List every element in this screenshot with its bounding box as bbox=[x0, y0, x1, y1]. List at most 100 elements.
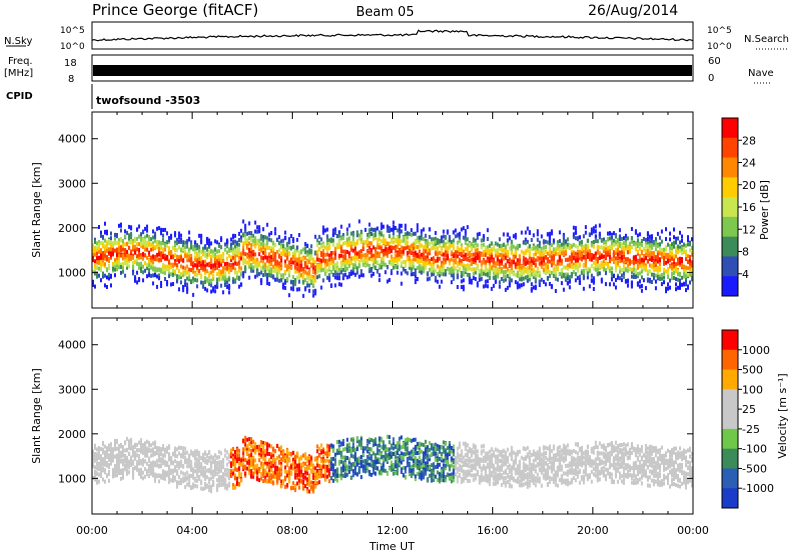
velocity-cell bbox=[138, 471, 141, 476]
power-cell bbox=[568, 275, 571, 280]
power-cell bbox=[146, 240, 149, 245]
power-cell bbox=[679, 256, 681, 261]
power-cell bbox=[188, 275, 191, 280]
power-cell bbox=[104, 283, 106, 288]
power-cell bbox=[673, 266, 675, 271]
power-cell bbox=[390, 247, 393, 252]
power-cell bbox=[466, 243, 469, 248]
power-cell bbox=[346, 243, 349, 247]
power-cell bbox=[687, 254, 689, 259]
power-cell bbox=[164, 243, 167, 248]
power-cell bbox=[182, 240, 185, 245]
power-cell bbox=[164, 247, 167, 252]
power-cell bbox=[282, 238, 285, 243]
power-cell bbox=[452, 242, 455, 247]
power-cell bbox=[232, 247, 235, 252]
power-cell bbox=[650, 272, 653, 277]
power-cell bbox=[594, 229, 597, 234]
power-cell bbox=[550, 270, 553, 275]
power-cell bbox=[200, 250, 203, 255]
power-cell bbox=[254, 259, 257, 264]
power-cell bbox=[364, 253, 367, 257]
power-cell bbox=[246, 260, 249, 265]
power-cell bbox=[396, 242, 399, 246]
velocity-cell bbox=[110, 456, 112, 461]
power-cell bbox=[390, 239, 393, 244]
power-cell bbox=[362, 240, 365, 245]
power-cell bbox=[646, 252, 649, 257]
power-cell bbox=[308, 253, 311, 258]
power-cell bbox=[576, 268, 579, 273]
power-cell bbox=[94, 237, 96, 242]
velocity-cell bbox=[150, 448, 153, 453]
power-cell bbox=[490, 286, 493, 291]
power-cell bbox=[552, 261, 555, 266]
velocity-cell bbox=[142, 447, 145, 452]
velocity-cell bbox=[160, 452, 163, 457]
velocity-cell bbox=[108, 463, 110, 467]
power-cell bbox=[432, 240, 435, 245]
power-cell bbox=[408, 265, 411, 270]
power-cell bbox=[304, 255, 307, 260]
power-cell bbox=[496, 261, 499, 266]
velocity-cell bbox=[174, 446, 177, 451]
power-cell bbox=[368, 269, 371, 274]
power-cell bbox=[226, 280, 229, 285]
power-cell bbox=[614, 268, 617, 273]
power-cell bbox=[400, 249, 403, 254]
power-cell bbox=[124, 248, 127, 252]
power-cell bbox=[124, 259, 127, 263]
power-cell bbox=[174, 248, 177, 253]
power-cell bbox=[480, 276, 483, 281]
power-cell bbox=[648, 240, 651, 245]
power-cell bbox=[336, 267, 339, 272]
power-cell bbox=[428, 267, 431, 272]
power-cell bbox=[378, 245, 381, 250]
power-cell bbox=[134, 260, 137, 265]
power-cell bbox=[182, 243, 185, 248]
power-cell bbox=[528, 230, 531, 235]
power-cell bbox=[332, 266, 335, 271]
power-cell bbox=[294, 256, 297, 261]
power-cell bbox=[422, 245, 425, 250]
power-cell bbox=[514, 251, 517, 256]
power-cell bbox=[276, 238, 279, 242]
power-cell bbox=[620, 273, 623, 278]
power-cell bbox=[390, 269, 393, 273]
velocity-cell bbox=[200, 463, 203, 468]
power-cell bbox=[304, 246, 307, 251]
power-cell bbox=[194, 258, 197, 263]
power-cell bbox=[242, 241, 245, 246]
power-cell bbox=[390, 271, 393, 276]
power-cell bbox=[604, 247, 607, 252]
velocity-cell bbox=[152, 441, 155, 446]
power-cell bbox=[370, 254, 373, 259]
power-cell bbox=[288, 237, 291, 242]
velocity-cell bbox=[116, 466, 118, 471]
velocity-cell bbox=[120, 459, 122, 464]
power-cell bbox=[282, 273, 285, 278]
power-cell bbox=[488, 267, 491, 272]
power-cell bbox=[224, 262, 227, 267]
power-cell bbox=[677, 257, 679, 262]
power-cell bbox=[504, 249, 507, 254]
power-cell bbox=[382, 240, 385, 244]
power-cell bbox=[164, 227, 167, 232]
power-cell bbox=[242, 256, 245, 261]
power-cell bbox=[504, 244, 507, 249]
power-cell bbox=[312, 277, 315, 282]
power-cell bbox=[356, 270, 359, 275]
power-cell bbox=[306, 283, 309, 288]
power-cell bbox=[374, 247, 377, 252]
velocity-cell bbox=[188, 481, 191, 486]
power-cell bbox=[272, 253, 275, 258]
power-cell bbox=[242, 259, 245, 264]
power-cell bbox=[518, 261, 521, 266]
velocity-cell bbox=[100, 447, 102, 452]
velocity-cell bbox=[122, 472, 124, 477]
velocity-cell bbox=[194, 483, 197, 488]
power-cell bbox=[122, 269, 124, 274]
power-cell bbox=[620, 258, 623, 263]
power-cell bbox=[340, 267, 343, 272]
power-cell bbox=[663, 258, 665, 263]
